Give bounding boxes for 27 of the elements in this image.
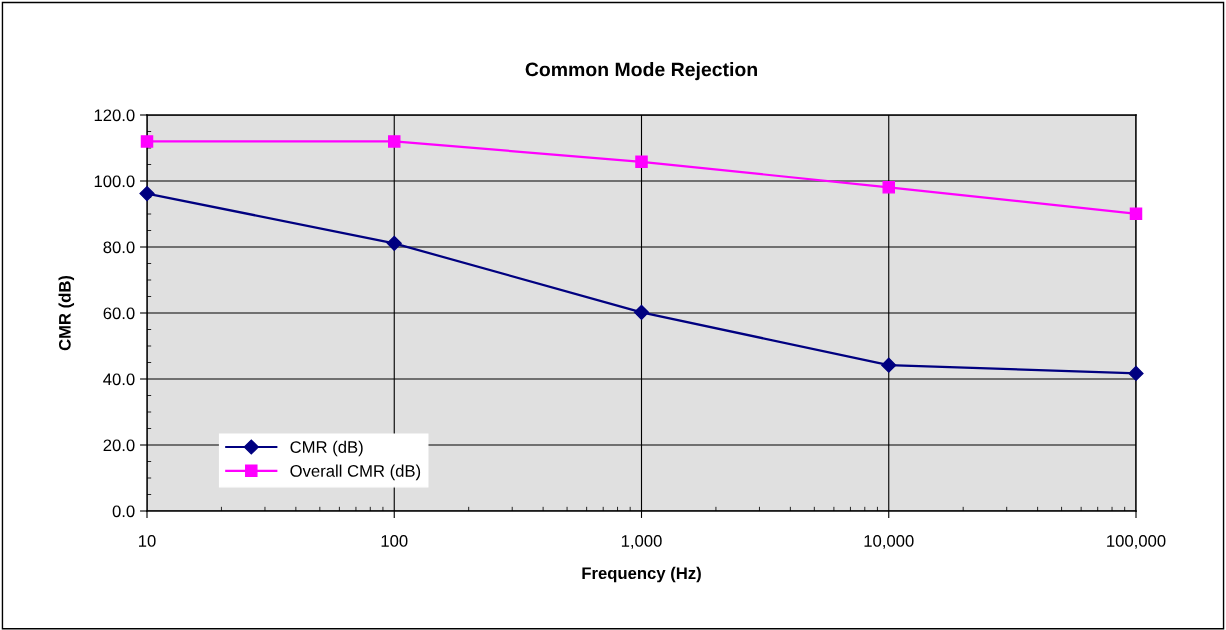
point (881, 357, 897, 373)
x-tick-label: 1,000 (621, 535, 662, 549)
point (635, 155, 648, 169)
y-tick-label: 20.0 (103, 439, 135, 452)
y-tick-label: 80.0 (103, 241, 135, 254)
y-tick-label: 0.0 (112, 505, 135, 518)
x-axis-title: Frequency (Hz) (582, 566, 701, 583)
point (1129, 207, 1143, 220)
point (633, 304, 650, 320)
y-tick-label: 100.0 (94, 175, 135, 188)
y-tick-label: 120.0 (94, 109, 135, 122)
point (387, 135, 401, 148)
x-tick-label: 100,000 (1107, 535, 1166, 549)
point (139, 185, 155, 202)
y-axis-title: CMR (dB) (58, 275, 75, 351)
point (140, 135, 154, 148)
chart-title: Common Mode Rejection (525, 62, 757, 81)
legend-label: CMR (dB) (290, 440, 363, 457)
x-tick-label: 100 (381, 535, 408, 547)
legend-label: Overall CMR (dB) (290, 464, 421, 481)
point (386, 235, 402, 251)
y-tick-label: 60.0 (103, 307, 135, 320)
point (1128, 365, 1144, 381)
point (882, 181, 896, 194)
y-tick-label: 40.0 (103, 373, 135, 386)
x-tick-label: 10,000 (864, 535, 914, 549)
x-tick-label: 10 (139, 535, 156, 547)
